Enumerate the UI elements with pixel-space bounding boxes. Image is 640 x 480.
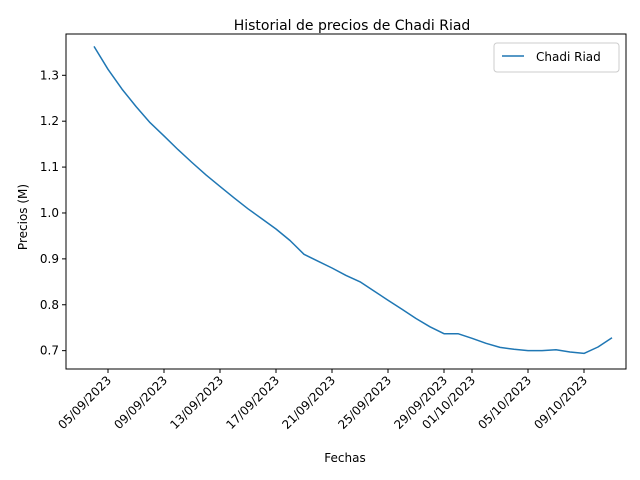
series-layer — [93, 46, 613, 355]
x-tick-label: 05/09/2023 — [55, 373, 114, 432]
y-tick-label: 1.0 — [40, 206, 59, 220]
series-line-chadi-riad — [93, 46, 613, 355]
y-tick-label: 0.7 — [40, 344, 59, 358]
x-tick-label: 13/09/2023 — [167, 373, 226, 432]
x-tick-label: 09/10/2023 — [531, 373, 590, 432]
x-tick-label: 21/09/2023 — [279, 373, 338, 432]
y-tick-label: 1.2 — [40, 114, 59, 128]
x-axis-label: Fechas — [324, 451, 365, 465]
x-tick-label: 25/09/2023 — [335, 373, 394, 432]
legend-box — [493, 42, 620, 73]
x-tick-label: 05/10/2023 — [475, 373, 534, 432]
chart-title: Historial de precios de Chadi Riad — [234, 18, 471, 34]
y-axis: 0.7 0.8 0.9 1.0 1.1 1.2 1.3 — [40, 68, 66, 358]
x-tick-label: 17/09/2023 — [223, 373, 282, 432]
y-tick-label: 1.1 — [40, 160, 59, 174]
x-axis: 05/09/202309/09/202313/09/202317/09/2023… — [55, 369, 590, 432]
x-tick-label: 09/09/2023 — [111, 373, 170, 432]
y-tick-label: 0.8 — [40, 298, 59, 312]
y-axis-label: Precios (M) — [16, 184, 30, 250]
y-tick-label: 1.3 — [40, 68, 59, 82]
y-tick-label: 0.9 — [40, 252, 59, 266]
legend-label-chadi-riad: Chadi Riad — [536, 50, 601, 64]
plot-area — [65, 33, 627, 370]
plot-frame — [65, 33, 627, 370]
legend: Chadi Riad — [493, 42, 620, 73]
